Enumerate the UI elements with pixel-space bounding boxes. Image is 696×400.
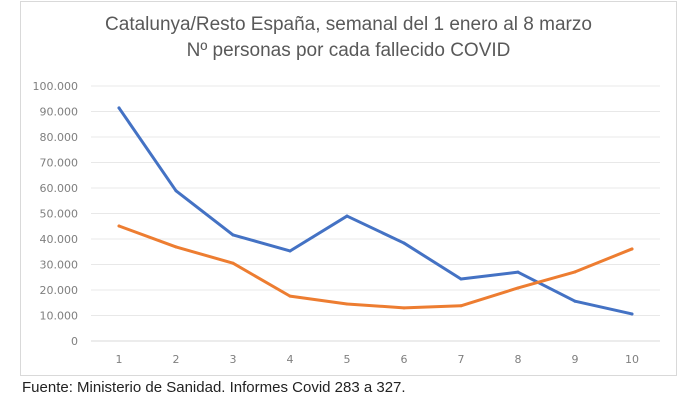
y-tick-label: 70.000 bbox=[40, 157, 79, 170]
x-tick-label: 7 bbox=[458, 353, 465, 366]
chart-title-line-1: Catalunya/Resto España, semanal del 1 en… bbox=[105, 14, 592, 35]
y-tick-label: 20.000 bbox=[40, 284, 79, 297]
data-point bbox=[459, 304, 463, 308]
y-tick-label: 60.000 bbox=[40, 182, 79, 195]
series-line-0 bbox=[117, 106, 634, 316]
data-point bbox=[459, 277, 463, 281]
y-tick-label: 30.000 bbox=[40, 259, 79, 272]
x-tick-label: 8 bbox=[515, 353, 522, 366]
data-point bbox=[231, 261, 235, 265]
data-point bbox=[174, 245, 178, 249]
x-tick-label: 1 bbox=[116, 353, 123, 366]
data-point bbox=[573, 299, 577, 303]
y-tick-label: 0 bbox=[71, 335, 78, 348]
x-tick-label: 9 bbox=[572, 353, 579, 366]
data-point bbox=[345, 302, 349, 306]
data-point bbox=[402, 241, 406, 245]
data-point bbox=[345, 214, 349, 218]
data-point bbox=[573, 270, 577, 274]
y-tick-label: 50.000 bbox=[40, 208, 79, 221]
y-tick-label: 90.000 bbox=[40, 106, 79, 119]
data-point bbox=[516, 286, 520, 290]
x-tick-label: 3 bbox=[230, 353, 237, 366]
data-point bbox=[402, 306, 406, 310]
data-point bbox=[630, 247, 634, 251]
data-point bbox=[117, 224, 121, 228]
y-tick-label: 40.000 bbox=[40, 233, 79, 246]
x-tick-label: 6 bbox=[401, 353, 408, 366]
x-tick-label: 2 bbox=[173, 353, 180, 366]
source-footer: Fuente: Ministerio de Sanidad. Informes … bbox=[22, 379, 406, 396]
data-point bbox=[174, 189, 178, 193]
data-point bbox=[288, 294, 292, 298]
data-point bbox=[288, 249, 292, 253]
data-point bbox=[231, 233, 235, 237]
y-tick-label: 100.000 bbox=[33, 80, 79, 93]
y-tick-label: 10.000 bbox=[40, 310, 79, 323]
x-tick-label: 5 bbox=[344, 353, 351, 366]
data-point bbox=[516, 270, 520, 274]
data-point bbox=[117, 106, 121, 110]
chart-title-line-2: Nº personas por cada fallecido COVID bbox=[186, 40, 511, 61]
data-point bbox=[630, 312, 634, 316]
x-tick-label: 10 bbox=[625, 353, 639, 366]
x-tick-label: 4 bbox=[287, 353, 294, 366]
y-tick-label: 80.000 bbox=[40, 131, 79, 144]
series-line-1 bbox=[117, 224, 634, 310]
